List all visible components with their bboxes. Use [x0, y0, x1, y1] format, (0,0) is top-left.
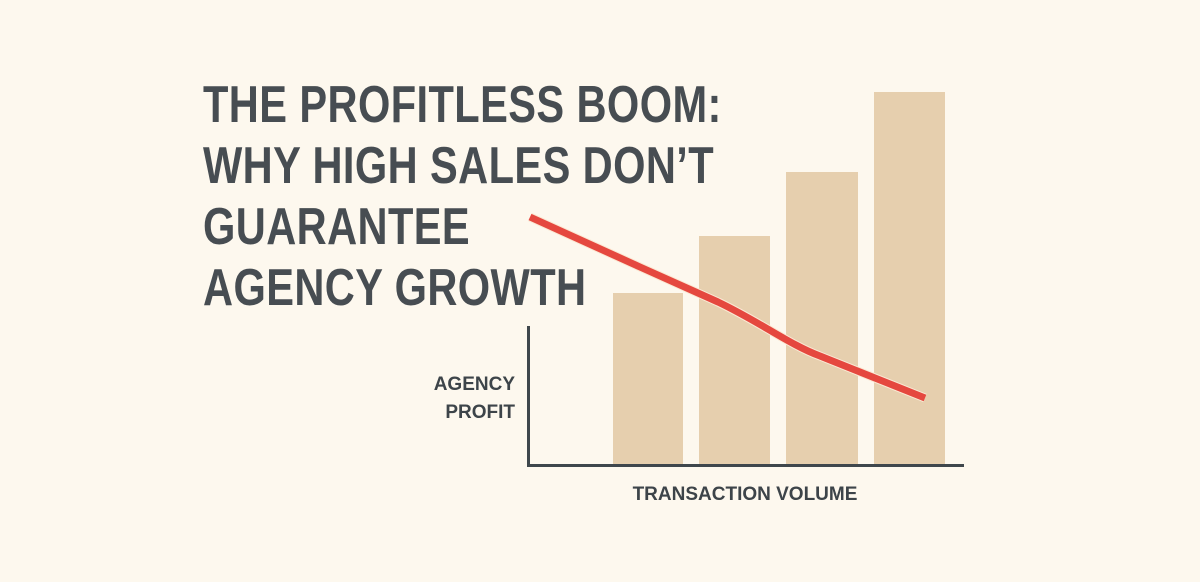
y-axis-label: AGENCY PROFIT: [400, 371, 515, 427]
bar-3: [786, 172, 858, 464]
headline: THE PROFITLESS BOOM: WHY HIGH SALES DON’…: [203, 75, 722, 319]
headline-line-1: THE PROFITLESS BOOM:: [203, 76, 722, 134]
headline-line-3: GUARANTEE: [203, 198, 471, 256]
x-axis-label: TRANSACTION VOLUME: [632, 484, 858, 505]
axes: [527, 326, 964, 467]
headline-line-2: WHY HIGH SALES DON’T: [203, 137, 715, 195]
bar-2: [699, 236, 770, 464]
bar-4: [874, 92, 945, 464]
volume-bars: [613, 92, 945, 464]
y-axis-label-line-2: PROFIT: [445, 402, 515, 423]
profit-trend-line-stroke: [528, 213, 927, 402]
y-axis-label-line-1: AGENCY: [433, 374, 515, 395]
bar-1: [613, 293, 683, 464]
headline-line-4: AGENCY GROWTH: [203, 259, 587, 317]
